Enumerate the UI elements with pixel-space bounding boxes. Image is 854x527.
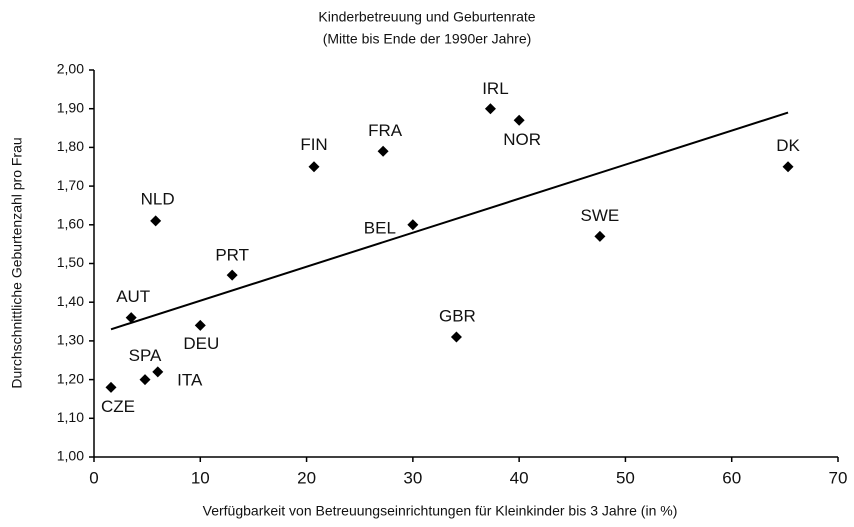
data-point <box>407 219 419 231</box>
point-label: SPA <box>129 346 162 365</box>
data-point <box>226 269 238 281</box>
y-tick-label: 1,20 <box>57 370 84 386</box>
data-point <box>782 161 794 173</box>
point-label: DEU <box>183 334 219 353</box>
data-point <box>377 145 389 157</box>
point-label: GBR <box>439 307 476 326</box>
point-label: IRL <box>482 79 508 98</box>
data-point <box>150 215 162 227</box>
data-point <box>484 103 496 115</box>
x-tick-label: 40 <box>510 468 529 487</box>
x-tick-label: 10 <box>191 468 210 487</box>
data-point <box>139 374 151 386</box>
point-label: DK <box>776 136 800 155</box>
chart-subtitle: (Mitte bis Ende der 1990er Jahre) <box>323 31 532 47</box>
data-point <box>594 230 606 242</box>
trend-line <box>110 111 789 331</box>
data-point <box>125 312 137 324</box>
point-label: NOR <box>503 130 541 149</box>
y-tick-label: 1,50 <box>57 254 84 270</box>
y-tick-label: 1,70 <box>57 177 84 193</box>
y-tick-label: 1,30 <box>57 332 84 348</box>
y-tick-label: 1,90 <box>57 99 84 115</box>
data-point <box>194 319 206 331</box>
point-label: NLD <box>141 189 175 208</box>
data-point <box>450 331 462 343</box>
chart-title: Kinderbetreuung und Geburtenrate <box>318 9 535 25</box>
x-tick-label: 60 <box>722 468 741 487</box>
x-tick-label: 30 <box>403 468 422 487</box>
point-label: PRT <box>215 246 249 265</box>
y-tick-label: 1,10 <box>57 409 84 425</box>
point-label: ITA <box>177 370 203 389</box>
y-tick-label: 1,40 <box>57 293 84 309</box>
y-axis-label: Durchschnittliche Geburtenzahl pro Frau <box>9 137 25 388</box>
data-point <box>105 381 117 393</box>
point-label: FIN <box>300 135 327 154</box>
y-tick-label: 1,60 <box>57 216 84 232</box>
y-tick-label: 1,80 <box>57 138 84 154</box>
x-tick-label: 50 <box>616 468 635 487</box>
point-label: SWE <box>581 206 620 225</box>
data-point <box>308 161 320 173</box>
point-label: BEL <box>364 218 396 237</box>
data-point <box>513 114 525 126</box>
y-tick-label: 2,00 <box>57 61 84 77</box>
point-label: CZE <box>101 397 135 416</box>
x-axis-label: Verfügbarkeit von Betreuungseinrichtunge… <box>203 503 678 519</box>
data-point <box>152 366 164 378</box>
x-tick-label: 0 <box>89 468 98 487</box>
x-tick-label: 70 <box>829 468 848 487</box>
x-tick-label: 20 <box>297 468 316 487</box>
y-tick-label: 1,00 <box>57 448 84 464</box>
point-label: AUT <box>116 287 150 306</box>
point-label: FRA <box>368 121 403 140</box>
